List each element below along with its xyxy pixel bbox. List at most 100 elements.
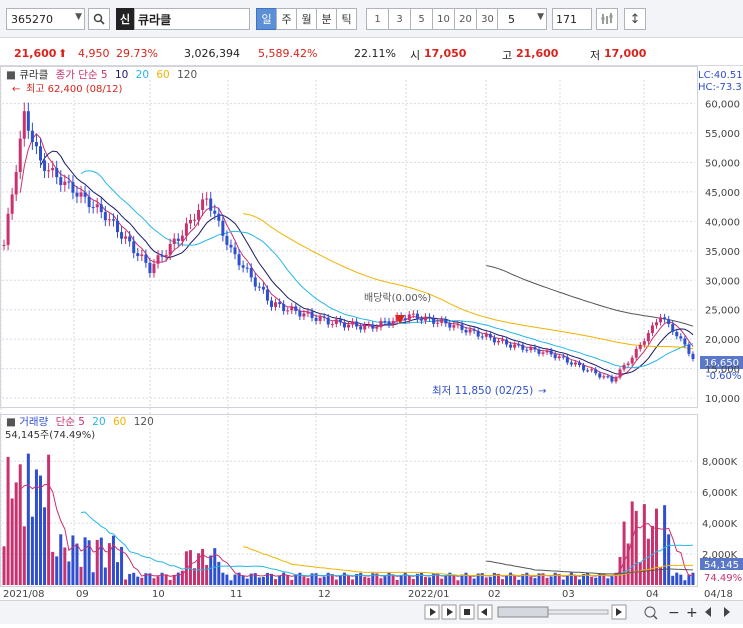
volume-bar	[557, 574, 561, 585]
volume-axis: 8,000K 6,000K 4,000K 2,000K	[702, 457, 738, 561]
candle-body	[205, 198, 209, 200]
chart-area[interactable]: ■ 큐라클 종가 단순 5 10 20 60 120 LC:40.51 HC:-…	[0, 66, 743, 624]
candles	[2, 102, 695, 384]
tab-minute[interactable]: 분	[316, 8, 337, 30]
tab-month[interactable]: 월	[296, 8, 317, 30]
candle-body	[594, 369, 598, 374]
candle-body	[282, 304, 286, 312]
volume-bar	[334, 579, 338, 585]
tab-day[interactable]: 일	[256, 8, 277, 30]
candle-body	[6, 213, 10, 245]
candle-body	[646, 333, 650, 342]
volume-bar	[573, 575, 577, 585]
volume-bar	[622, 521, 626, 585]
dividend-marker-icon	[395, 315, 405, 324]
min-marker-arrow: →	[538, 386, 546, 397]
volume-bar	[160, 572, 164, 585]
candle-body	[278, 302, 282, 305]
candle-body	[509, 344, 513, 348]
candle-body	[638, 344, 642, 349]
volume-bar	[91, 572, 95, 585]
candle-body	[67, 181, 71, 183]
price-tick: 20,000	[705, 335, 740, 346]
volume-bar	[152, 578, 156, 585]
candle-body	[407, 314, 411, 321]
candle-body	[213, 210, 217, 214]
scroll-thumb[interactable]	[497, 606, 549, 618]
volume-bar	[298, 572, 302, 585]
search-button[interactable]	[88, 8, 110, 30]
play-icon	[447, 608, 453, 616]
candle-body	[411, 313, 415, 315]
candle-body	[541, 352, 545, 354]
volume-bar	[75, 543, 79, 585]
candle-body	[359, 326, 363, 330]
candle-body	[533, 347, 537, 350]
time-tick: 04/18	[704, 589, 733, 600]
zoom-icon[interactable]	[644, 606, 656, 618]
candle-body	[34, 142, 38, 147]
candle-body	[557, 356, 561, 359]
minute-10-button[interactable]: 10	[432, 8, 455, 30]
minute-3-button[interactable]: 3	[388, 8, 411, 30]
volume-bar	[18, 464, 22, 585]
stock-name-field[interactable]: 큐라클	[134, 8, 250, 30]
tab-tick[interactable]: 틱	[336, 8, 357, 30]
candle-body	[578, 362, 581, 366]
candle-body	[663, 317, 667, 320]
arrow-right-icon[interactable]	[724, 607, 730, 617]
high-label: 고	[502, 49, 513, 62]
volume-bar	[541, 573, 545, 585]
time-tick: 04	[646, 589, 659, 600]
arrow-left-icon[interactable]	[705, 607, 711, 617]
chevron-down-icon[interactable]: ▼	[537, 12, 544, 22]
stock-code-input[interactable]: 365270 ▼	[6, 8, 85, 30]
candle-body	[79, 192, 83, 197]
candle-body	[265, 289, 269, 301]
volume-bar	[448, 572, 452, 585]
tick-settings-button[interactable]	[596, 8, 618, 30]
candle-body	[302, 313, 306, 317]
zoom-out-icon[interactable]: −	[668, 605, 680, 621]
minute-1-button[interactable]: 1	[366, 8, 389, 30]
volume-bar	[140, 577, 144, 585]
zoom-in-icon[interactable]: +	[686, 605, 698, 621]
volume-bar	[663, 505, 667, 585]
legend-ma120: 120	[177, 69, 197, 81]
candle-body	[168, 243, 172, 255]
time-tick: 09	[76, 589, 89, 600]
price-tick: 60,000	[705, 100, 740, 111]
candle-body	[403, 318, 407, 321]
volume-bar	[691, 572, 695, 585]
candle-body	[614, 377, 618, 382]
interval-select[interactable]: 5 ▼	[497, 8, 547, 30]
candle-body	[176, 238, 180, 241]
volume-bar	[67, 561, 71, 585]
volume-bar	[10, 498, 14, 585]
candle-body	[253, 277, 257, 287]
candle-body	[71, 182, 75, 193]
stock-chart[interactable]: ■ 큐라클 종가 단순 5 10 20 60 120 LC:40.51 HC:-…	[0, 66, 743, 600]
candle-body	[180, 235, 184, 241]
volume-bar	[614, 572, 618, 585]
minute-30-button[interactable]: 30	[476, 8, 499, 30]
volume-bar	[59, 534, 63, 585]
volume-bar	[428, 577, 432, 585]
volume-bar	[103, 567, 107, 585]
tab-week[interactable]: 주	[276, 8, 297, 30]
volume-bar	[683, 580, 687, 585]
scale-toggle-button[interactable]: ↕	[624, 8, 646, 30]
volume-bar	[537, 573, 541, 585]
minute-5-button[interactable]: 5	[410, 8, 433, 30]
data-count-input[interactable]: 171	[552, 8, 592, 30]
volume-bar	[464, 572, 468, 585]
volume-bar	[217, 561, 221, 585]
candle-body	[363, 325, 367, 330]
volume-bar	[95, 539, 99, 585]
candle-body	[99, 204, 103, 213]
chevron-down-icon[interactable]: ▼	[75, 12, 82, 22]
candle-body	[468, 329, 472, 333]
candle-body	[294, 306, 298, 311]
minute-20-button[interactable]: 20	[454, 8, 477, 30]
volume-bar	[39, 475, 42, 585]
